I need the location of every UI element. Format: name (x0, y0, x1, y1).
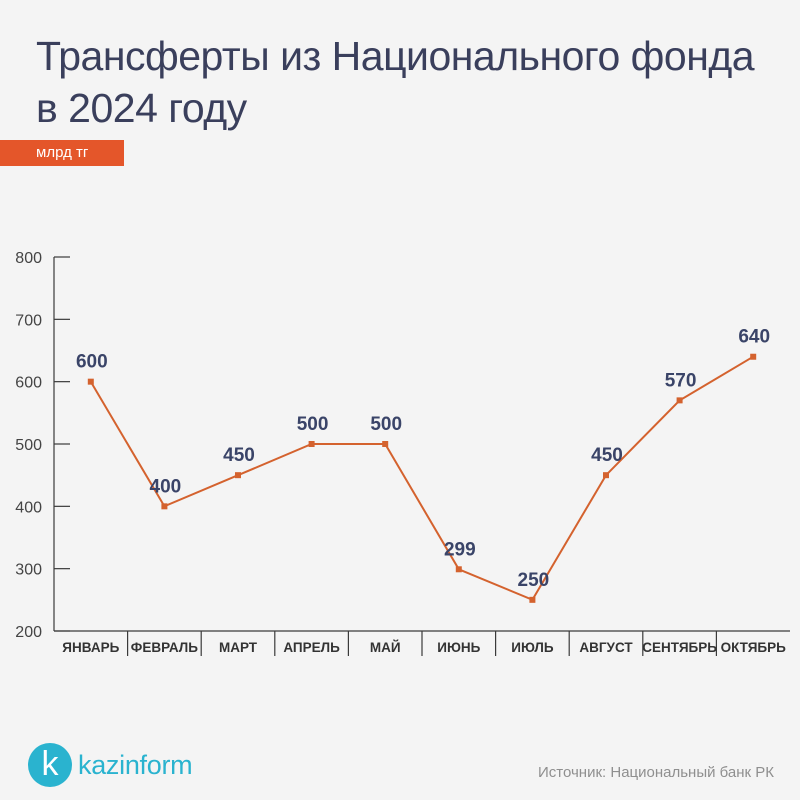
y-tick-label: 500 (15, 437, 42, 454)
y-tick-label: 700 (15, 312, 42, 329)
data-point (87, 378, 94, 385)
data-label: 450 (223, 445, 255, 466)
data-point (676, 397, 683, 404)
data-label: 570 (665, 370, 697, 391)
data-label: 600 (76, 352, 108, 373)
data-label: 250 (518, 570, 550, 591)
data-point (382, 441, 389, 447)
x-tick-label: АВГУСТ (579, 640, 633, 655)
x-tick-label: АПРЕЛЬ (283, 640, 340, 655)
x-tick-label: МАРТ (219, 640, 258, 655)
y-tick-label: 400 (15, 499, 42, 516)
logo-text: kazinform (78, 749, 193, 780)
y-tick-label: 800 (15, 250, 42, 267)
unit-badge: млрд тг (0, 140, 124, 166)
data-point (235, 472, 241, 479)
data-label: 640 (738, 327, 770, 348)
x-tick-label: ОКТЯБРЬ (721, 640, 787, 655)
x-tick-label: СЕНТЯБРЬ (642, 640, 717, 655)
y-tick-label: 600 (15, 375, 42, 392)
y-tick-label: 200 (15, 624, 42, 641)
series-line (89, 355, 754, 602)
x-tick-label: ИЮЛЬ (511, 640, 554, 655)
data-point (161, 503, 168, 510)
data-point (750, 353, 757, 360)
data-point (603, 472, 609, 479)
source-note: Источник: Национальный банк РК (537, 764, 774, 781)
data-label: 450 (591, 445, 623, 466)
data-label: 500 (297, 414, 329, 435)
x-tick-label: ИЮНЬ (437, 640, 480, 655)
data-point (308, 441, 315, 447)
data-point (455, 566, 462, 573)
logo-icon: k (28, 743, 72, 787)
x-tick-label: МАЙ (370, 640, 401, 655)
data-label: 500 (370, 414, 402, 435)
x-tick-label: ЯНВАРЬ (62, 640, 119, 655)
x-tick-label: ФЕВРАЛЬ (131, 640, 198, 655)
y-tick-label: 300 (15, 562, 42, 579)
data-point (529, 596, 536, 603)
data-label: 299 (444, 539, 476, 560)
chart-title: Трансферты из Национального фонда в 2024… (36, 33, 755, 131)
kazinform-logo: k kazinform (28, 738, 193, 792)
data-label: 400 (150, 476, 182, 497)
